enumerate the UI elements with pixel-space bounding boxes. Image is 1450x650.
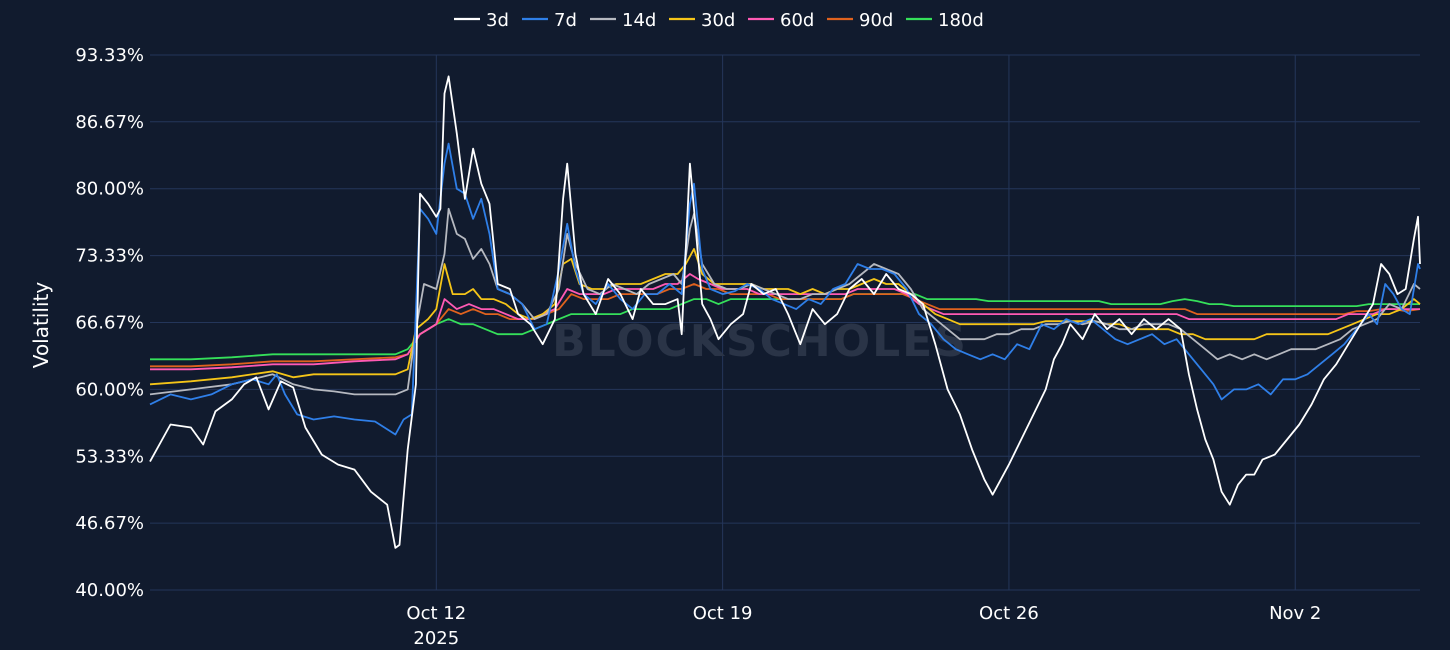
legend-item-30d: 30d bbox=[669, 10, 735, 31]
legend-item-7d: 7d bbox=[522, 10, 577, 31]
y-tick-label: 73.33% bbox=[75, 246, 144, 267]
legend-label: 14d bbox=[622, 10, 656, 31]
legend-item-180d: 180d bbox=[906, 10, 984, 31]
x-tick-label: Oct 19 bbox=[693, 603, 753, 624]
watermark-text: BLOCKSCHOLES bbox=[552, 316, 968, 367]
y-axis-title: Volatility bbox=[29, 282, 53, 369]
legend-item-90d: 90d bbox=[827, 10, 893, 31]
legend-item-14d: 14d bbox=[590, 10, 656, 31]
y-tick-label: 40.00% bbox=[75, 580, 144, 601]
y-tick-label: 80.00% bbox=[75, 179, 144, 200]
x-tick-sublabel: 2025 bbox=[413, 628, 459, 649]
legend-label: 180d bbox=[938, 10, 984, 31]
legend-item-60d: 60d bbox=[748, 10, 814, 31]
series-line-14d bbox=[149, 207, 1421, 396]
x-axis-ticks: Oct 12 2025 Oct 19 Oct 26 Nov 2 bbox=[406, 603, 1321, 649]
y-tick-label: 66.67% bbox=[75, 312, 144, 333]
series-line-3d bbox=[149, 75, 1421, 549]
legend-label: 60d bbox=[780, 10, 814, 31]
x-tick-label: Oct 12 bbox=[406, 603, 466, 624]
y-tick-label: 46.67% bbox=[75, 513, 144, 534]
legend-label: 90d bbox=[859, 10, 893, 31]
legend-label: 7d bbox=[554, 10, 577, 31]
grid bbox=[150, 54, 1420, 591]
legend-label: 3d bbox=[486, 10, 509, 31]
legend-item-3d: 3d bbox=[454, 10, 509, 31]
legend: 3d 7d 14d 30d 60d 90d 180d bbox=[454, 10, 984, 31]
series-line-90d bbox=[150, 283, 1421, 368]
series-line-30d bbox=[149, 248, 1421, 386]
y-axis-ticks: 40.00% 46.67% 53.33% 60.00% 66.67% 73.33% 80.0… bbox=[75, 45, 144, 601]
series-line-7d bbox=[149, 142, 1421, 436]
x-tick-label: Nov 2 bbox=[1269, 603, 1321, 624]
x-tick-label: Oct 26 bbox=[979, 603, 1039, 624]
y-tick-label: 60.00% bbox=[75, 379, 144, 400]
y-tick-label: 86.67% bbox=[75, 112, 144, 133]
series-lines bbox=[149, 75, 1421, 549]
legend-label: 30d bbox=[701, 10, 735, 31]
y-tick-label: 93.33% bbox=[75, 45, 144, 66]
y-tick-label: 53.33% bbox=[75, 446, 144, 467]
